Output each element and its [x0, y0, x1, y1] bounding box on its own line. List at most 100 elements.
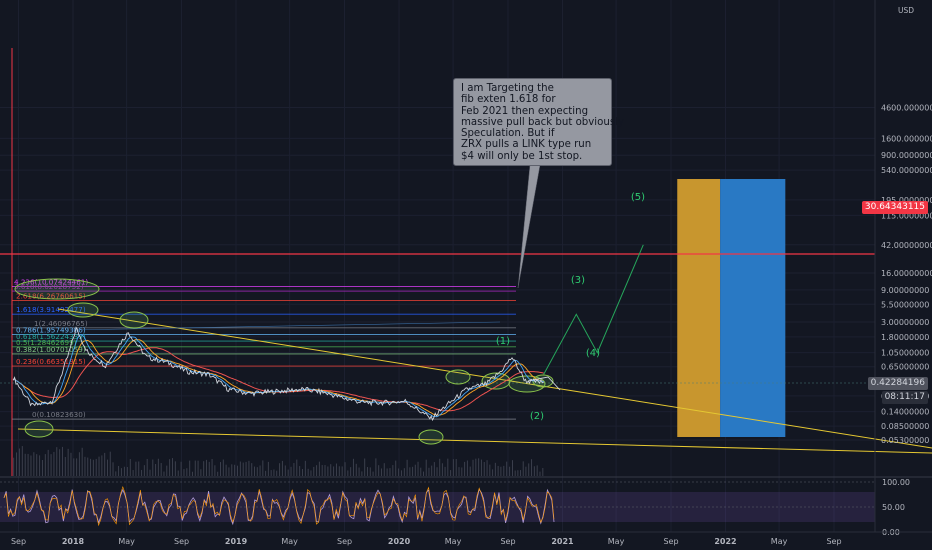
volume-bar [53, 451, 55, 476]
time-axis-label: Sep [337, 537, 352, 546]
elliott-wave-projection[interactable]: (1) (2) (3) (4) (5) [496, 164, 645, 422]
volume-bar [369, 467, 371, 476]
volume-bar [533, 466, 535, 476]
price-axis-label: 4600.00000000 [881, 103, 932, 112]
volume-bar [503, 465, 505, 476]
annotation-callout[interactable]: I am Targeting the fib exten 1.618 for Feb… [453, 78, 624, 166]
annotation-line: I am Targeting the [461, 83, 554, 94]
volume-bar [174, 461, 176, 476]
pivot-ellipse[interactable] [67, 302, 99, 318]
volume-bar [265, 470, 267, 476]
pivot-ellipse[interactable] [24, 420, 54, 438]
volume-bar [44, 454, 46, 476]
volume-bar [208, 461, 210, 476]
fib-level-label: 0.382(1.00701059) [16, 345, 86, 354]
time-axis-label: Sep [174, 537, 189, 546]
volume-bar [276, 470, 278, 476]
volume-bar [118, 465, 120, 476]
volume-bar [304, 460, 306, 476]
support-trendline[interactable] [17, 428, 932, 454]
volume-bar [146, 458, 148, 476]
pivot-ellipse[interactable] [119, 311, 149, 329]
volume-bar [183, 469, 185, 476]
time-axis-label: Sep [826, 537, 841, 546]
volume-bar [242, 462, 244, 476]
price-axis-label: 9.00000000 [881, 286, 929, 295]
pivot-ellipse[interactable] [14, 278, 100, 300]
volume-bar [313, 466, 315, 476]
volume-bar [87, 457, 89, 476]
red-level-badge: 30.64343115 [861, 201, 928, 214]
volume-bar [528, 463, 530, 476]
volume-bar [531, 459, 533, 476]
volume-bar [497, 465, 499, 476]
volume-bar [409, 467, 411, 476]
volume-bar [469, 466, 471, 476]
volume-bar [163, 471, 165, 476]
volume-bar [422, 471, 424, 476]
rsi-axis-label: 50.00 [882, 503, 905, 512]
volume-bar [520, 470, 522, 476]
annotation-line: Speculation. But if [461, 128, 555, 140]
volume-bar [78, 452, 80, 476]
rsi-line [3, 488, 555, 526]
volume-bar [439, 458, 441, 476]
volume-bar [59, 449, 61, 476]
volume-bar [290, 466, 292, 476]
volume-bar [522, 461, 524, 476]
volume-bar [160, 463, 162, 476]
pivot-ellipse[interactable] [418, 429, 444, 445]
volume-bar [452, 459, 454, 476]
volume-bar [112, 462, 114, 476]
annotation-line: fib exten 1.618 for [461, 94, 556, 106]
volume-bar [194, 460, 196, 476]
volume-bar [447, 458, 449, 476]
volume-bar [191, 471, 193, 476]
annotation-line: massive pull back but obviously [461, 116, 624, 128]
fib-level-label: 4.236(10.07424461) [14, 278, 88, 287]
volume-bar [406, 459, 408, 476]
volume-bar [50, 454, 52, 476]
volume-bar [30, 455, 32, 476]
volume-bar [73, 458, 75, 476]
volume-bar [84, 456, 86, 476]
volume-bar [466, 460, 468, 476]
trendlines[interactable] [0, 278, 932, 454]
price-axis-label: 540.00000000 [881, 166, 932, 175]
volume-bar [123, 466, 125, 476]
volume-bar [126, 466, 128, 476]
time-axis-label: Sep [663, 537, 678, 546]
volume-bar [307, 468, 309, 476]
volume-bar [341, 466, 343, 476]
descending-trendline[interactable] [57, 308, 932, 449]
volume-bar [135, 461, 137, 476]
volume-bar [506, 461, 508, 476]
volume-bar [525, 466, 527, 476]
volume-bar [358, 467, 360, 476]
pivot-ellipse[interactable] [445, 369, 471, 385]
volume-bar [483, 461, 485, 476]
time-axis[interactable]: Sep 2018 May Sep 2019 May Sep 2020 May Sep 2021 May… [0, 531, 932, 546]
volume-bar [327, 466, 329, 476]
volume-bar [361, 471, 363, 476]
current-wave-marker [527, 376, 561, 391]
wave-projection-path[interactable] [543, 244, 644, 375]
volume-bar [33, 452, 35, 476]
volume-bar [536, 465, 538, 476]
volume-bar [81, 447, 83, 476]
volume-bar [302, 469, 304, 476]
price-axis-label: 16.00000000 [881, 269, 932, 278]
volume-bar [157, 458, 159, 476]
wave-label: (3) [571, 275, 585, 286]
fib-level-label: 0.236(0.66351915) [16, 357, 86, 366]
volume-bar [380, 468, 382, 476]
volume-bar [400, 470, 402, 476]
volume-bar [461, 467, 463, 476]
volume-bar [420, 467, 422, 476]
time-axis-label: Sep [11, 537, 26, 546]
volume-bar [489, 464, 491, 476]
volume-bar [279, 463, 281, 476]
volume-bar [214, 465, 216, 476]
volume-bar [403, 468, 405, 476]
